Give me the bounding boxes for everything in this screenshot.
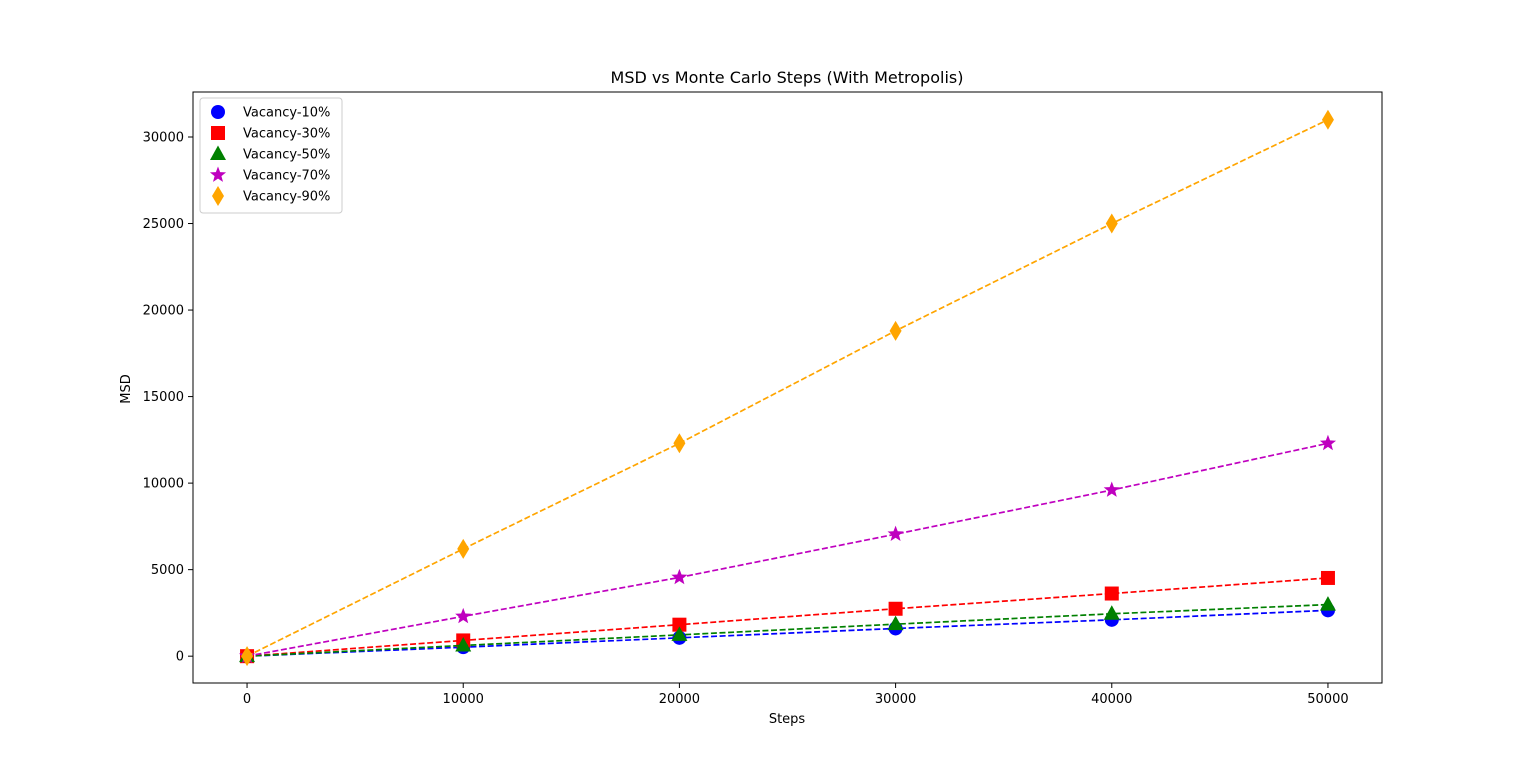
- legend-label: Vacancy-90%: [243, 190, 330, 205]
- legend-marker: [209, 166, 227, 182]
- legend-label: Vacancy-30%: [243, 127, 330, 142]
- data-point: [455, 607, 472, 624]
- legend-entry: Vacancy-10%: [211, 105, 330, 121]
- series-line: [247, 603, 1328, 658]
- data-point: [672, 617, 687, 632]
- y-tick-label: 0: [176, 650, 184, 665]
- legend-marker: [212, 186, 224, 206]
- y-tick-label: 15000: [143, 390, 184, 405]
- x-tick-label: 30000: [875, 692, 916, 707]
- x-tick-label: 40000: [1091, 692, 1132, 707]
- y-tick-label: 20000: [143, 304, 184, 319]
- y-tick-label: 30000: [143, 130, 184, 145]
- data-point: [457, 538, 470, 559]
- legend-label: Vacancy-70%: [243, 169, 330, 184]
- legend-entry: Vacancy-90%: [212, 186, 330, 206]
- x-axis-label: Steps: [769, 712, 806, 727]
- data-point: [1321, 109, 1334, 130]
- y-tick-label: 25000: [143, 217, 184, 232]
- data-point: [887, 525, 904, 542]
- axes: 0 10000 20000 30000 40000 50000 0 5000 10000 1500…: [143, 91, 1383, 707]
- series-vacancy-90: [241, 109, 1334, 667]
- y-axis-label: MSD: [119, 374, 134, 403]
- legend-marker: [211, 126, 225, 140]
- series-vacancy-10: [240, 603, 1335, 664]
- data-point: [671, 626, 688, 641]
- data-point: [1103, 481, 1120, 497]
- legend: Vacancy-10% Vacancy-30% Vacancy-50% Vacancy…: [199, 97, 343, 214]
- y-tick-label: 5000: [151, 563, 184, 578]
- data-point: [673, 433, 686, 454]
- series-line: [246, 577, 1329, 658]
- x-tick-label: 50000: [1307, 692, 1348, 707]
- legend-label: Vacancy-50%: [243, 148, 330, 163]
- data-point: [889, 320, 902, 341]
- data-point: [455, 636, 472, 652]
- series-line: [246, 118, 1329, 657]
- series-vacancy-70: [238, 434, 1337, 664]
- x-tick-label: 10000: [443, 692, 484, 707]
- legend-box: [199, 97, 343, 214]
- data-point: [888, 601, 903, 616]
- legend-entry: Vacancy-70%: [209, 166, 330, 184]
- series-line: [246, 442, 1329, 658]
- legend-marker: [210, 145, 226, 160]
- data-point: [1319, 596, 1336, 611]
- data-point: [671, 568, 688, 585]
- data-point: [887, 615, 904, 631]
- legend-marker: [211, 105, 225, 119]
- legend-entry: Vacancy-30%: [211, 126, 330, 142]
- x-tick-label: 0: [243, 692, 251, 707]
- data-point: [1105, 213, 1118, 234]
- data-point: [1103, 605, 1120, 620]
- data-point: [1320, 570, 1335, 585]
- y-tick-label: 10000: [143, 477, 184, 492]
- plot-area: [238, 109, 1337, 667]
- legend-entry: Vacancy-50%: [210, 145, 330, 163]
- data-point: [1104, 586, 1119, 601]
- data-point: [1319, 434, 1337, 451]
- chart-title: MSD vs Monte Carlo Steps (With Metropoli…: [611, 68, 964, 87]
- x-tick-label: 20000: [659, 692, 700, 707]
- plot-frame: [192, 91, 1383, 684]
- legend-label: Vacancy-10%: [243, 106, 330, 121]
- series-vacancy-50: [239, 596, 1336, 663]
- data-point: [241, 646, 254, 667]
